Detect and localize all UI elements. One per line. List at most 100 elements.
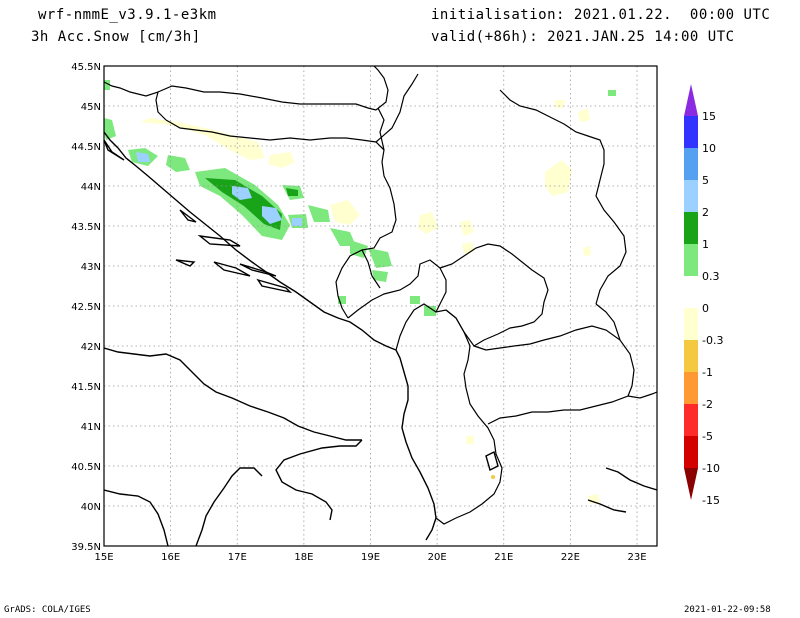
snow-area-yellow [268,152,295,168]
border-greece [627,391,657,399]
aegean-coast [587,499,627,513]
lat-tick-label: 44N [81,182,101,193]
colorbar-label: 0.3 [702,270,720,283]
colorbar-label: 1 [702,238,709,251]
colorbar-top-arrow [684,84,698,116]
snow-area-green [330,228,356,246]
colorbar-label: 5 [702,174,709,187]
border-bosnia-north [165,119,397,319]
colorbar-segment [684,340,698,372]
colorbar-segment [684,276,698,308]
island [175,259,196,267]
lat-tick-label: 44.5N [71,142,101,153]
border-bosnia-montenegro-south [361,249,381,289]
snow-area-yellow [555,100,565,108]
snow-area-yellow [578,108,590,122]
colorbar-segment [684,180,698,212]
adriatic-east-coast [104,131,437,541]
snow-area-yellow [462,242,474,254]
lon-tick-label: 17E [228,552,247,563]
colorbar-segment [684,404,698,436]
border-romania-serbia [499,89,627,305]
lake [485,450,499,472]
lat-tick-label: 42N [81,342,101,353]
colorbar-label: 2 [702,206,709,219]
colorbar-bottom-arrow [684,468,698,500]
footer-timestamp: 2021-01-22-09:58 [684,605,771,615]
colorbar-label: -2 [702,398,713,411]
model-title: wrf-nmmE_v3.9.1-e3km [38,7,217,23]
colorbar-segment [684,244,698,276]
italy-south-coast [104,489,169,546]
colorbar-segment [684,436,698,468]
snow-area-green [166,155,190,172]
valid-time: valid(+86h): 2021.JAN.25 14:00 UTC [431,29,735,45]
border-montenegro [347,259,447,319]
lon-tick-label: 19E [361,552,380,563]
island [104,139,125,161]
snow-area-lightblue [292,218,302,226]
lat-tick-label: 42.5N [71,302,101,313]
snow-area-yellow [330,200,360,225]
coastlines [104,131,657,546]
border-kosovo [439,243,549,347]
colorbar-segment [684,212,698,244]
colorbar-segment [684,372,698,404]
lat-tick-label: 40N [81,502,101,513]
island [213,261,251,277]
colorbar-label: -15 [702,494,720,507]
snow-area-yellow [460,220,474,236]
border-croatia-hungary [157,85,377,111]
border-serbia-croatia [377,107,385,151]
italy-heel-coast [275,439,363,521]
lon-tick-label: 20E [428,552,447,563]
border-serbia-hungary [373,66,389,111]
snow-area-green [410,296,420,304]
lon-tick-label: 15E [94,552,113,563]
snow-area-darkgreen [205,178,282,230]
colorbar-segment [684,308,698,340]
snow-area-green [608,90,616,96]
colorbar-label: -5 [702,430,713,443]
island [256,278,293,294]
lon-tick-labels: 15E 16E 17E 18E 19E 20E 21E 22E 23E [94,552,646,563]
snow-area-yellow [545,160,572,196]
lon-tick-label: 21E [494,552,513,563]
border-albania [395,303,503,525]
italy-adriatic-coast [104,347,362,441]
snow-area-lightblue [262,206,282,224]
border-slovenia-croatia [104,81,167,121]
field-title: 3h Acc.Snow [cm/3h] [31,29,201,45]
colorbar-segment [684,148,698,180]
lat-tick-label: 43N [81,262,101,273]
lon-tick-label: 18E [294,552,313,563]
lat-tick-label: 40.5N [71,462,101,473]
gridlines [104,66,657,546]
snow-area-lightblue [136,152,150,162]
border-serbia-romania [375,73,419,143]
lat-tick-label: 45.5N [71,62,101,73]
island [197,234,241,247]
lon-tick-label: 22E [561,552,580,563]
snow-area-yellow [140,118,265,160]
snow-area-green [308,205,330,222]
italy-gulf-coast [195,467,263,546]
snow-area-green [104,118,116,140]
lon-tick-label: 23E [627,552,646,563]
lat-tick-label: 43.5N [71,222,101,233]
aegean-coast [605,467,657,491]
colorbar-label: 15 [702,110,716,123]
colorbar-label: 10 [702,142,716,155]
country-borders [104,66,657,525]
footer-credit: GrADS: COLA/IGES [4,605,91,615]
colorbar-label: -10 [702,462,720,475]
colorbar: 15 10 5 2 1 0.3 0 -0.3 -1 -2 -5 -10 -15 [684,84,723,507]
snow-shading [104,80,616,504]
snow-area-green [368,248,392,268]
colorbar-label: -0.3 [702,334,723,347]
lat-tick-label: 45N [81,102,101,113]
snow-area-green [424,306,436,316]
init-time: initialisation: 2021.01.22. 00:00 UTC [431,7,771,23]
colorbar-segment [684,116,698,148]
